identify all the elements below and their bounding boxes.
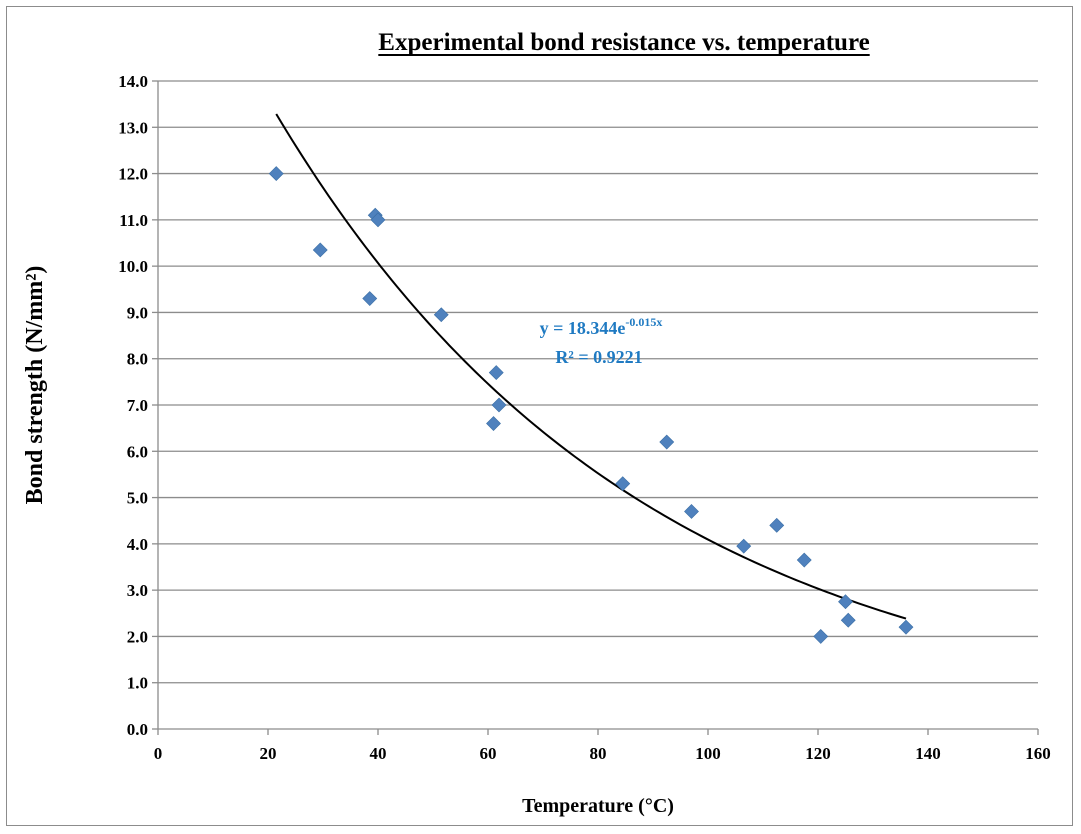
data-point — [769, 517, 785, 533]
x-tick-label: 0 — [154, 744, 163, 763]
data-points — [268, 166, 914, 644]
data-point — [736, 538, 752, 554]
x-tick-label: 60 — [480, 744, 497, 763]
trendline-equation: y = 18.344e-0.015x — [540, 315, 663, 338]
data-point — [659, 434, 675, 450]
data-point — [840, 612, 856, 628]
x-tick-label: 140 — [915, 744, 941, 763]
data-point — [615, 476, 631, 492]
data-point — [433, 307, 449, 323]
y-tick-label: 4.0 — [127, 535, 148, 554]
data-point — [486, 416, 501, 431]
y-tick-label: 5.0 — [127, 489, 148, 508]
data-point — [898, 619, 914, 635]
trendline — [275, 113, 907, 620]
y-tick-label: 13.0 — [118, 118, 148, 137]
x-axis-label: Temperature (°C) — [522, 795, 674, 817]
x-tick-label: 160 — [1025, 744, 1051, 763]
data-point — [312, 242, 328, 258]
x-tick-label: 20 — [260, 744, 277, 763]
y-tick-label: 9.0 — [127, 303, 148, 322]
y-tick-label: 0.0 — [127, 720, 148, 739]
data-point — [488, 365, 504, 381]
data-point — [838, 594, 853, 610]
equation-base: y = 18.344e — [540, 318, 626, 338]
data-point — [813, 629, 829, 644]
chart-frame — [6, 6, 1073, 826]
y-tick-label: 2.0 — [127, 627, 148, 646]
y-tick-label: 3.0 — [127, 581, 148, 600]
trendline-layer — [275, 113, 907, 620]
x-tick-label: 100 — [695, 744, 721, 763]
data-point — [684, 504, 699, 519]
data-point — [370, 212, 386, 228]
x-tick-label: 80 — [590, 744, 607, 763]
x-tick-label: 120 — [805, 744, 831, 763]
y-tick-label: 14.0 — [118, 72, 148, 91]
equation-exponent: -0.015x — [625, 315, 662, 329]
data-point — [796, 552, 812, 568]
y-axis-label: Bond strength (N/mm²) — [22, 266, 48, 505]
data-point — [362, 291, 378, 306]
chart-title: Experimental bond resistance vs. tempera… — [378, 29, 869, 56]
y-tick-label: 8.0 — [127, 350, 148, 369]
y-tick-label: 7.0 — [127, 396, 148, 415]
x-tick-label: 40 — [370, 744, 387, 763]
axes: 0.0 1.0 2.0 3.0 4.0 5.0 6.0 7.0 8.0 9.0 10.0 11.0 12… — [118, 72, 1051, 763]
gridlines — [158, 80, 1038, 684]
data-point — [268, 166, 284, 181]
y-tick-label: 11.0 — [119, 211, 148, 230]
y-tick-label: 10.0 — [118, 257, 148, 276]
r-squared-label: R² = 0.9221 — [555, 347, 642, 367]
y-tick-label: 12.0 — [118, 165, 148, 184]
y-tick-label: 1.0 — [127, 674, 148, 693]
y-tick-label: 6.0 — [127, 442, 148, 461]
data-point — [491, 397, 507, 413]
